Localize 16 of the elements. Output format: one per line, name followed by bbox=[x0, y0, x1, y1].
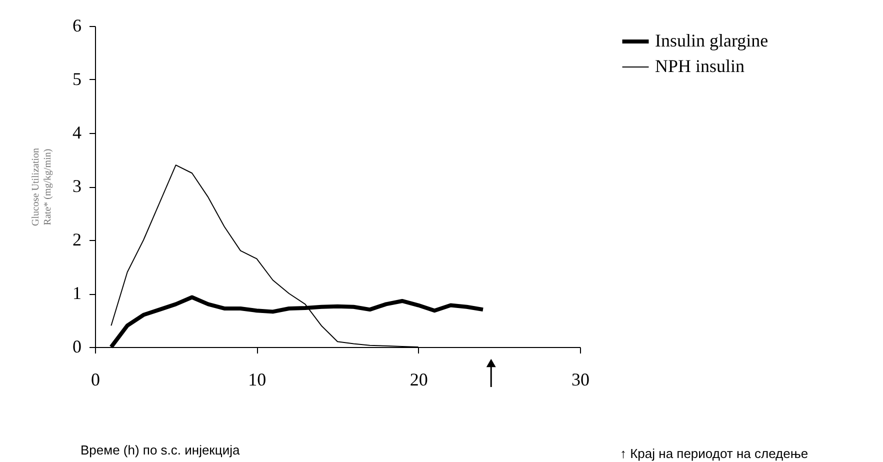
x-tick-label: 30 bbox=[572, 370, 590, 390]
legend-label: NPH insulin bbox=[655, 56, 745, 76]
y-tick-label: 2 bbox=[72, 230, 82, 250]
legend-label: Insulin glargine bbox=[655, 30, 768, 50]
y-tick-label: 1 bbox=[72, 283, 82, 303]
y-tick-label: 3 bbox=[72, 176, 82, 196]
text: ↑ Крај на периодот на следење bbox=[620, 446, 808, 461]
y-tick-label: 0 bbox=[72, 336, 82, 356]
x-tick-label: 0 bbox=[91, 370, 100, 390]
y-tick-label: 4 bbox=[72, 122, 82, 142]
y-axis-title: Glucose Utilization Rate* (mg/kg/min) bbox=[30, 148, 54, 226]
x-tick-label: 10 bbox=[248, 370, 266, 390]
y-tick-label: 6 bbox=[72, 16, 82, 36]
y-tick-label: 5 bbox=[72, 69, 82, 89]
x-tick-label: 20 bbox=[410, 370, 428, 390]
x-axis-title: Време (h) по s.c. инјекција bbox=[80, 442, 240, 458]
